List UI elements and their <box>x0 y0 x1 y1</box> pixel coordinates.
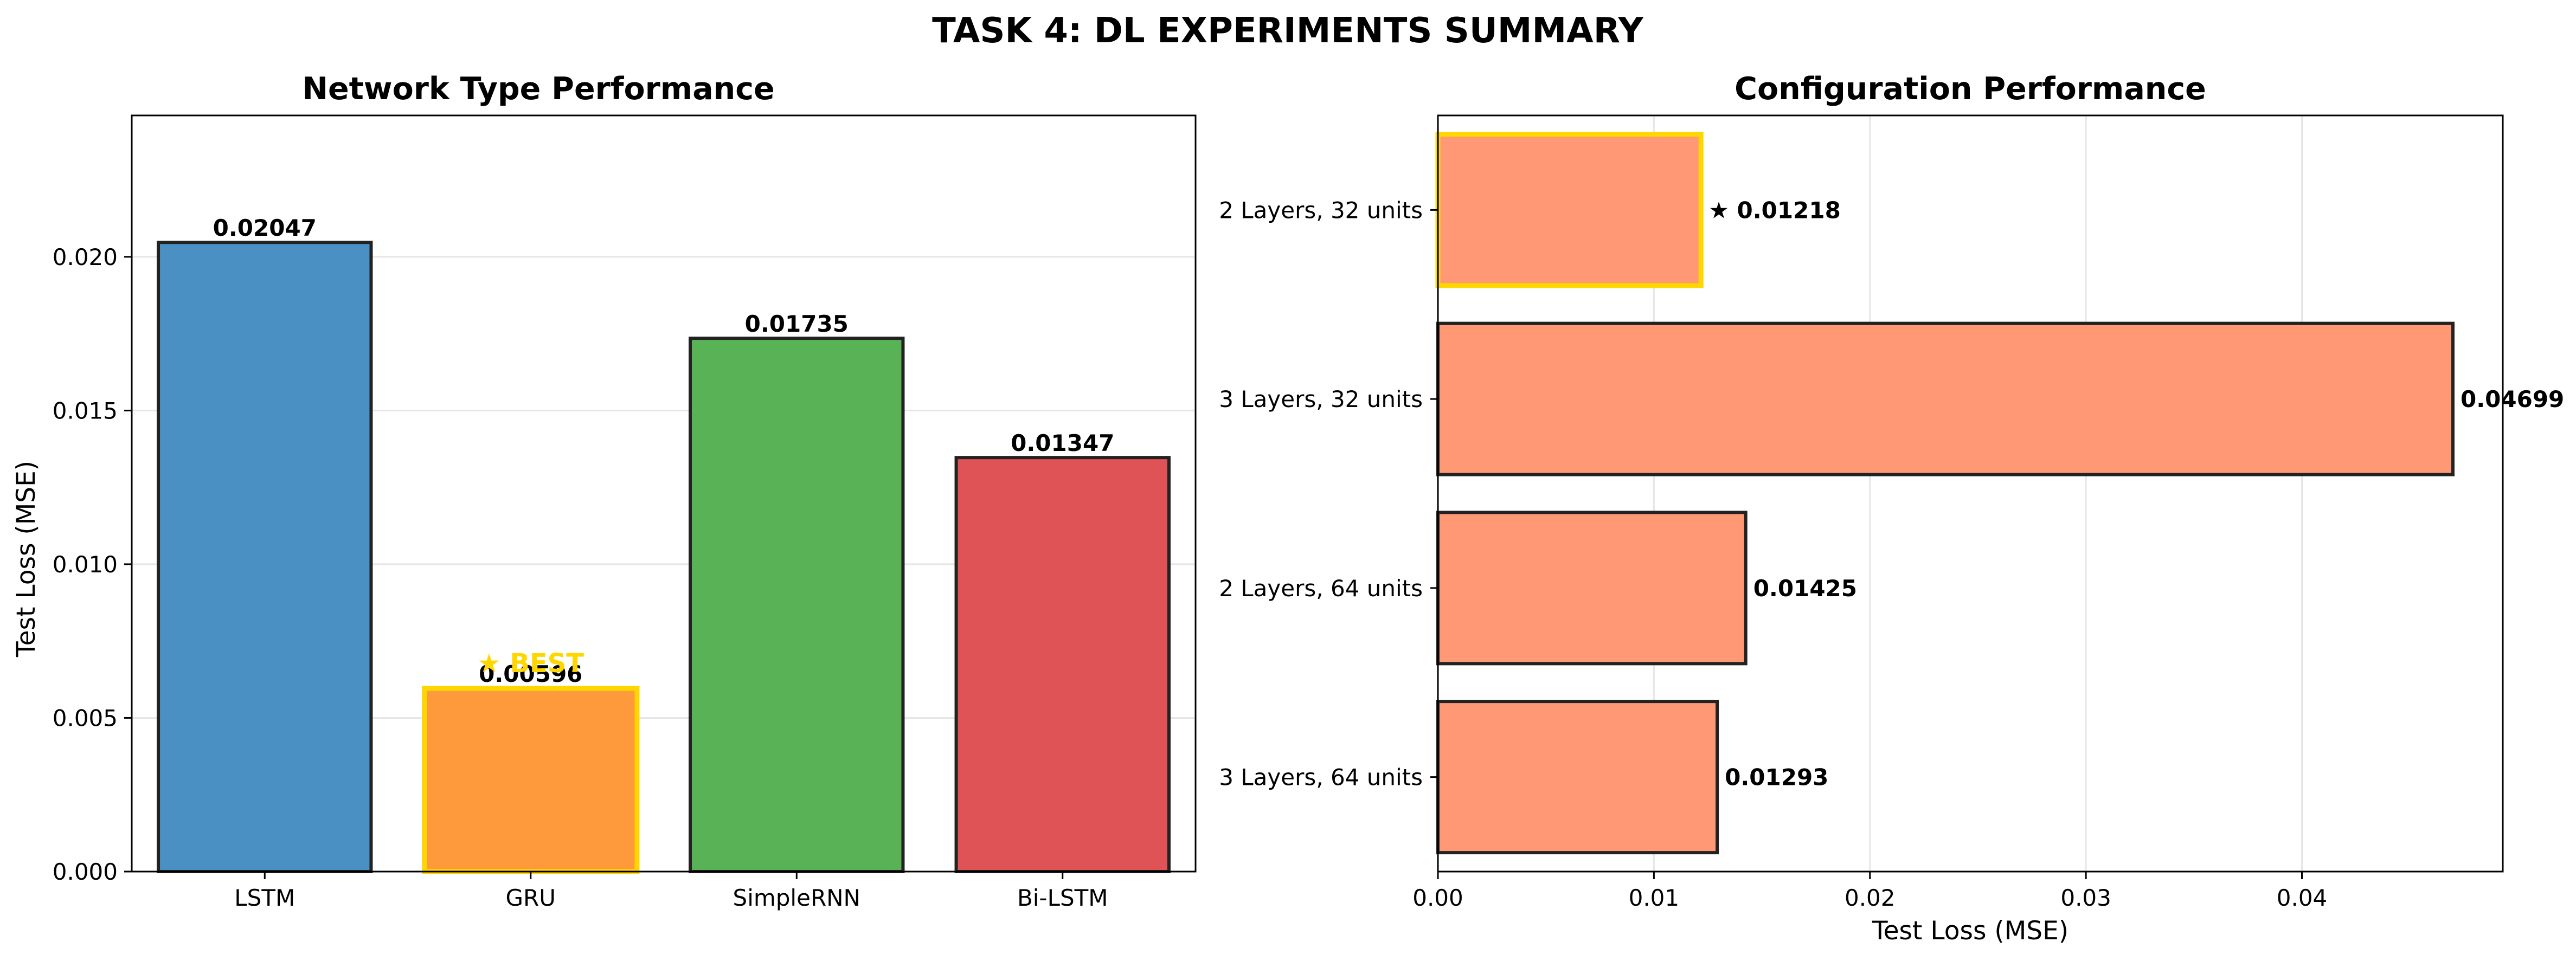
chart2-x-tick-label: 0.00 <box>1412 885 1463 911</box>
chart1-bar <box>954 456 1171 873</box>
chart2-xlabel: Test Loss (MSE) <box>1872 916 2068 946</box>
chart2-y-tick-label: 3 Layers, 32 units <box>1219 386 1423 412</box>
chart2-x-tick-label: 0.04 <box>2277 885 2328 911</box>
chart1-bars <box>157 241 1171 874</box>
chart2-x-axis: 0.00 0.01 0.02 0.03 0.04 <box>1412 872 2327 911</box>
chart2-value-label: 0.04699 <box>2461 386 2564 412</box>
chart1-x-tick-label: SimpleRNN <box>733 885 860 911</box>
chart2-value-label: ★ 0.01218 <box>1708 197 1841 223</box>
chart2-value-label: 0.01425 <box>1753 575 1857 602</box>
chart2-bars <box>1435 132 2455 855</box>
chart1-plot-frame <box>131 114 1197 873</box>
network-type-chart: Network Type Performance Test Loss (MSE)… <box>11 71 1197 911</box>
chart1-bar <box>157 241 373 874</box>
chart1-value-label: 0.01735 <box>745 311 849 337</box>
chart2-bar <box>1436 321 2455 476</box>
chart1-x-tick-label: Bi-LSTM <box>1017 885 1108 911</box>
chart2-x-tick-label: 0.01 <box>1629 885 1680 911</box>
chart2-x-tick-label: 0.03 <box>2060 885 2111 911</box>
chart1-x-axis: LSTM GRU SimpleRNN Bi-LSTM <box>234 872 1108 911</box>
chart1-y-tick-label: 0.010 <box>53 551 118 578</box>
chart2-y-tick-label: 2 Layers, 64 units <box>1219 575 1423 602</box>
chart2-x-tick-label: 0.02 <box>1845 885 1896 911</box>
chart1-y-tick-label: 0.015 <box>53 397 118 424</box>
chart2-bar <box>1436 511 1748 666</box>
chart1-y-tick-label: 0.020 <box>53 244 118 270</box>
chart2-y-axis: 2 Layers, 32 units 3 Layers, 32 units 2 La… <box>1219 197 1438 791</box>
figure-title: TASK 4: DL EXPERIMENTS SUMMARY <box>932 11 1643 51</box>
chart1-x-tick-label: LSTM <box>234 885 295 911</box>
chart1-best-label: ★ BEST <box>478 648 584 679</box>
chart2-bar <box>1435 132 1704 288</box>
chart1-x-tick-label: GRU <box>506 885 556 911</box>
chart2-y-tick-label: 2 Layers, 32 units <box>1219 197 1423 223</box>
chart2-y-tick-label: 3 Layers, 64 units <box>1219 764 1423 791</box>
chart1-value-labels: 0.02047 0.00596★ BEST 0.01735 0.01347 <box>213 215 1115 687</box>
chart1-value-label: 0.01347 <box>1011 430 1114 456</box>
chart1-title: Network Type Performance <box>302 71 774 107</box>
chart1-y-tick-label: 0.000 <box>53 859 118 885</box>
configuration-chart: Configuration Performance Test Loss (MSE… <box>1219 71 2564 946</box>
chart1-value-label: 0.00596 <box>479 661 582 687</box>
chart2-bar <box>1436 700 1719 855</box>
chart2-value-labels: ★ 0.01218 0.04699 0.01425 0.01293 <box>1708 197 2564 790</box>
chart2-value-label: 0.01293 <box>1725 764 1828 791</box>
chart1-ylabel: Test Loss (MSE) <box>11 461 41 657</box>
chart2-title: Configuration Performance <box>1735 71 2206 107</box>
chart1-bar <box>422 686 640 874</box>
chart1-y-axis: 0.000 0.005 0.010 0.015 0.020 <box>53 244 132 885</box>
chart1-value-label: 0.02047 <box>213 215 317 241</box>
chart2-plot-frame <box>1437 114 2504 873</box>
chart1-y-tick-label: 0.005 <box>53 705 118 731</box>
chart1-bar <box>689 337 905 873</box>
